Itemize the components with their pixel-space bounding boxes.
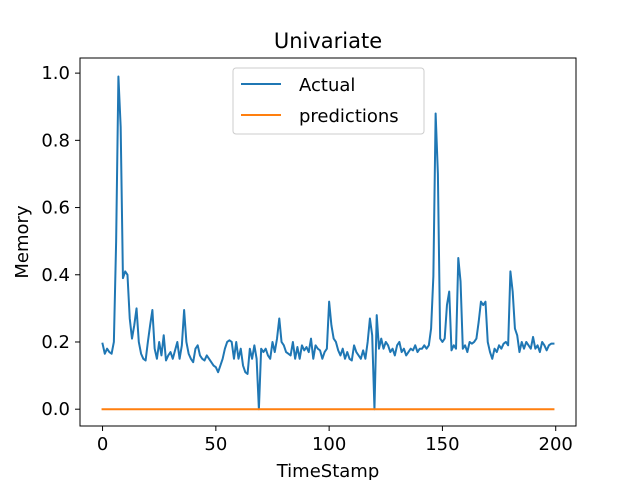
y-tick-label: 0.6 <box>41 198 70 219</box>
x-axis: 0 50 100 150 200 <box>97 426 573 455</box>
legend-label-actual: Actual <box>299 75 355 96</box>
x-axis-label: TimeStamp <box>276 461 380 480</box>
y-tick-label: 0.2 <box>41 332 70 353</box>
y-axis: 0.0 0.2 0.4 0.6 0.8 1.0 <box>41 63 80 420</box>
y-axis-label: Memory <box>12 205 33 279</box>
x-tick-label: 0 <box>97 434 108 455</box>
y-tick-label: 0.4 <box>41 265 70 286</box>
series-line-actual <box>101 75 555 411</box>
y-tick-label: 0.0 <box>41 399 70 420</box>
x-tick-label: 150 <box>425 434 459 455</box>
y-tick-label: 0.8 <box>41 130 70 151</box>
series-layer <box>101 75 555 411</box>
plot-frame <box>79 57 577 427</box>
y-tick-label: 1.0 <box>41 63 70 84</box>
x-tick-label: 50 <box>204 434 227 455</box>
x-tick-label: 100 <box>312 434 346 455</box>
legend: Actual predictions <box>232 67 425 135</box>
chart-title: Univariate <box>274 29 382 53</box>
x-tick-label: 200 <box>539 434 573 455</box>
legend-label-predictions: predictions <box>299 106 399 127</box>
